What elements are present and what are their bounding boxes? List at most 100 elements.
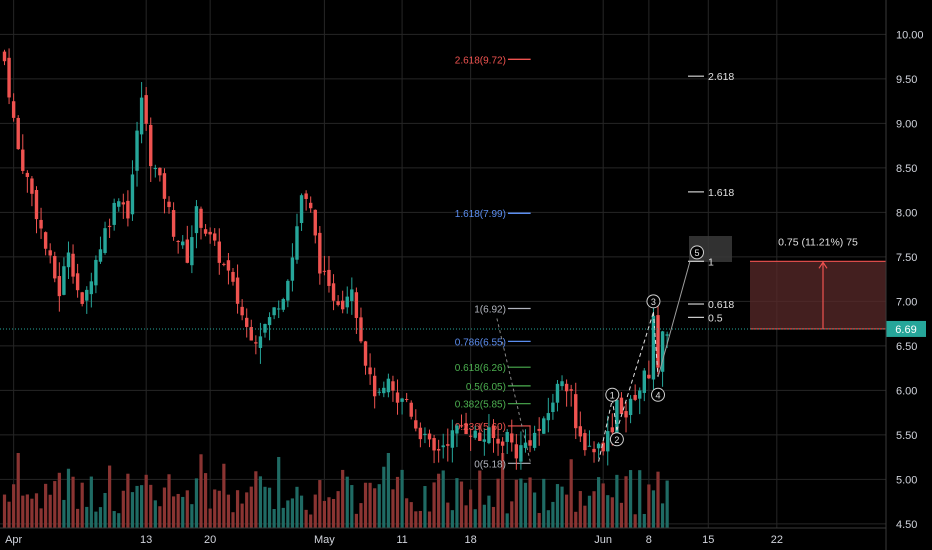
candle-body	[340, 300, 345, 310]
price-range-measure[interactable]: 0.75 (11.21%) 75	[750, 236, 886, 330]
candle-body	[62, 266, 66, 295]
wave-level-label: 1	[708, 256, 714, 268]
candle-body	[295, 226, 299, 260]
candle-body	[647, 374, 651, 379]
volume-bar	[551, 501, 555, 528]
candle-body	[208, 231, 212, 235]
volume-bar	[71, 476, 75, 528]
candle-body	[322, 270, 327, 272]
y-tick-label: 10.00	[896, 29, 924, 41]
candle-body	[277, 308, 281, 310]
volume-bar	[642, 513, 646, 528]
volume-bar	[546, 510, 550, 528]
y-tick-label: 8.50	[896, 163, 917, 175]
x-tick-label: 20	[204, 534, 216, 546]
volume-bar	[7, 501, 11, 528]
elliott-wave-drawing[interactable]: 1 2 3 4 5	[598, 245, 704, 462]
x-tick-label: 18	[465, 534, 477, 546]
x-axis[interactable]: Apr 13 20 May 11 18 Jun 8 15 22	[0, 527, 886, 546]
candle-body	[139, 97, 144, 135]
candle-body	[290, 257, 295, 281]
y-tick-label: 9.00	[896, 118, 917, 130]
volume-bar	[249, 486, 253, 528]
candle-body	[11, 101, 16, 118]
volume-bar	[660, 503, 665, 528]
candle-body	[523, 442, 528, 448]
candle-body	[660, 331, 665, 372]
volume-bar	[295, 486, 299, 528]
volume-bar	[299, 495, 304, 528]
y-axis[interactable]: 4.50 5.00 5.50 6.00 6.50 7.00 7.50 8.00 8.50 9.00…	[885, 0, 924, 550]
candle-body	[491, 426, 496, 439]
candle-body	[185, 239, 189, 263]
candle-body	[308, 202, 313, 209]
candle-body	[167, 201, 171, 208]
candle-body	[464, 423, 468, 435]
volume-bar	[267, 487, 272, 528]
volume-bar	[464, 505, 468, 528]
volume-bar	[610, 497, 614, 528]
x-tick-label: 8	[646, 534, 652, 546]
candle-body	[404, 399, 409, 401]
y-tick-label: 5.50	[896, 430, 917, 442]
volume-bar	[450, 510, 454, 528]
candle-body	[181, 241, 185, 246]
volume-bar	[363, 482, 368, 528]
volume-bar	[140, 485, 144, 528]
volume-bar	[167, 474, 171, 528]
candle-body	[537, 428, 541, 431]
volume-bar	[176, 493, 180, 528]
candle-body	[153, 167, 158, 170]
y-tick-label: 5.00	[896, 474, 917, 486]
volume-bar	[482, 504, 486, 528]
volume-bar	[455, 478, 459, 528]
wave-level-label: 0.618	[708, 299, 734, 311]
candle-body	[619, 397, 624, 414]
fib-level-label: 0.618(6.26)	[455, 363, 506, 374]
volume-bar	[258, 476, 263, 528]
candle-body	[436, 449, 441, 451]
candle-body	[651, 315, 656, 380]
candle-body	[318, 232, 322, 274]
x-tick-label: May	[314, 534, 335, 546]
volume-bar	[318, 480, 322, 528]
candle-body	[487, 427, 491, 444]
volume-bar	[85, 506, 89, 528]
candle-body	[48, 250, 52, 256]
candle-body	[441, 445, 445, 448]
volume-bar	[597, 477, 601, 528]
volume-bar	[98, 507, 103, 528]
candle-body	[542, 418, 546, 434]
volume-bar	[523, 482, 528, 528]
candle-body	[313, 209, 317, 236]
volume-bar	[190, 504, 194, 528]
candle-body	[363, 341, 368, 366]
candle-body	[299, 195, 304, 224]
candle-body	[386, 378, 391, 393]
candle-body	[400, 398, 404, 402]
volume-bar	[217, 490, 221, 528]
volume-bar	[665, 480, 669, 528]
candle-body	[468, 435, 473, 437]
current-price-tag	[886, 320, 926, 337]
candle-body	[500, 441, 505, 446]
volume-bar	[181, 496, 185, 528]
volume-bar	[400, 469, 404, 528]
wave-level-label: 0.5	[708, 312, 723, 324]
candle-body	[135, 130, 139, 171]
wave-marker	[690, 245, 704, 260]
volume-bar	[108, 465, 112, 528]
candle-body	[85, 289, 89, 301]
volume-bar	[286, 500, 290, 528]
wave-marker-label: 2	[614, 435, 619, 445]
candle-body	[368, 367, 372, 375]
volume-bar	[103, 492, 107, 528]
fib-level-label: 0.5(6.05)	[466, 382, 506, 393]
volume-bar	[459, 481, 464, 528]
fibonacci-retracement-tool[interactable]: 1(6.92) 0.786(6.55) 0.618(6.26) 0.5(6.05) 0.…	[455, 55, 532, 470]
fib-level-label: 0.382(5.85)	[455, 400, 506, 411]
candle-body	[130, 174, 135, 215]
candle-body	[235, 277, 240, 304]
